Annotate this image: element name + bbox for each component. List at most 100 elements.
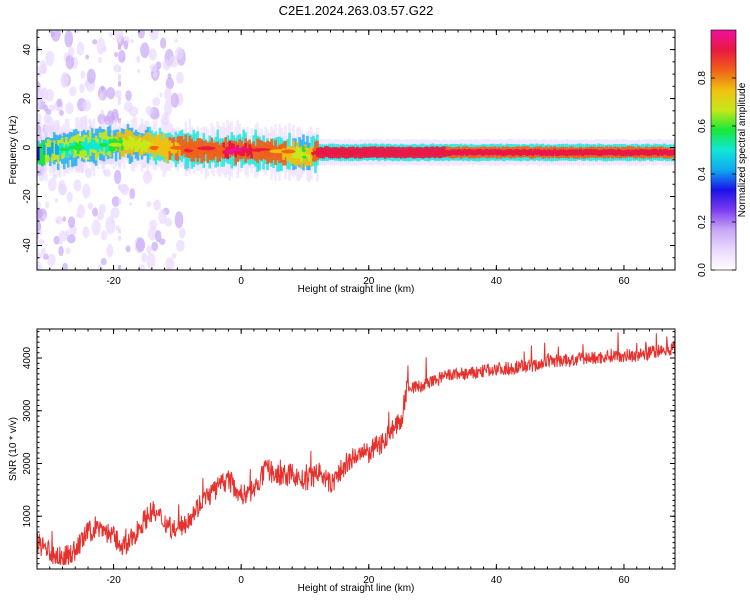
heatmap-peak-cell (281, 149, 296, 154)
heatmap-noise-cell (158, 208, 167, 225)
heatmap-band-cell (154, 139, 158, 151)
heatmap-streak-cell (118, 44, 122, 50)
heatmap-noise-cell (110, 207, 120, 219)
heatmap-band-cell (37, 146, 40, 160)
heatmap-band-cell (98, 137, 102, 149)
heatmap-noise-cell (178, 227, 186, 239)
heatmap-band-cell (72, 141, 76, 149)
y-tick-label: -40 (22, 238, 33, 253)
heatmap-noise-cell (146, 245, 152, 254)
heatmap-band-cell (240, 148, 243, 157)
heatmap-peak-cell (83, 145, 103, 150)
y-tick-label: 4000 (22, 346, 33, 369)
heatmap-noise-cell (50, 31, 56, 38)
heatmap-noise-cell (137, 30, 145, 39)
heatmap-noise-cell (106, 86, 116, 100)
heatmap-noise-cell (85, 54, 90, 60)
spectrogram-panel: -20 0 20 40 60 -40 -20 0 20 40 Height of straigh… (8, 29, 676, 295)
y-tick-label: 2000 (22, 452, 33, 475)
heatmap-noise-cell (160, 37, 167, 49)
heatmap-noise-cell (58, 230, 68, 242)
heatmap-noise-cell (37, 261, 43, 270)
heatmap-band-cell (292, 150, 295, 158)
heatmap-noise-cell (87, 202, 94, 210)
heatmap-band-cell (144, 141, 148, 153)
heatmap-band-cell (228, 140, 231, 154)
heatmap-noise-cell (114, 89, 122, 98)
heatmap-noise-cell (65, 247, 71, 255)
heatmap-band-cell (140, 142, 144, 153)
heatmap-noise-cell (170, 92, 179, 108)
heatmap-streak-cell (118, 37, 122, 43)
heatmap-noise-cell (66, 234, 76, 244)
heatmap-band-cell (42, 144, 46, 155)
heatmap-noise-cell (82, 183, 91, 199)
heatmap-noise-cell (62, 216, 67, 222)
heatmap-noise-cell (76, 204, 85, 219)
heatmap-band-cell (182, 146, 186, 154)
x-tick-label: 20 (363, 276, 375, 287)
heatmap-noise-cell (130, 39, 135, 44)
heatmap-noise-cell (65, 54, 75, 70)
heatmap-noise-cell (162, 59, 171, 71)
heatmap-noise-cell (84, 79, 89, 88)
x-tick-label: 40 (491, 575, 503, 586)
heatmap-noise-cell (58, 183, 63, 191)
heatmap-band-cell (282, 148, 285, 160)
heatmap-noise-cell (100, 109, 104, 116)
heatmap-noise-cell (164, 217, 173, 227)
heatmap-noise-cell (165, 77, 175, 90)
heatmap-noise-cell (164, 100, 173, 116)
heatmap-streak-cell (118, 81, 122, 87)
heatmap-noise-cell (146, 201, 152, 208)
spectrogram-x-axis-label: Height of straight line (km) (298, 284, 415, 295)
y-tick-label: 20 (22, 93, 33, 105)
heatmap-noise-cell (96, 37, 106, 55)
heatmap-band-cell (202, 145, 206, 157)
heatmap-band-cell (306, 149, 309, 166)
heatmap-noise-cell (176, 239, 185, 252)
heatmap-band-cell (300, 151, 303, 162)
heatmap-noise-cell (114, 30, 124, 43)
heatmap-noise-cell (141, 252, 148, 263)
snr-x-axis-label: Height of straight line (km) (298, 583, 415, 594)
heatmap-band-cell (172, 137, 176, 155)
heatmap-noise-cell (159, 92, 163, 98)
x-tick-label: 60 (618, 276, 630, 287)
heatmap-band-cell (66, 145, 70, 157)
heatmap-noise-cell (146, 252, 156, 270)
heatmap-noise-cell (113, 51, 119, 58)
heatmap-noise-cell (129, 201, 133, 206)
heatmap-streak-cell (118, 228, 122, 234)
colorbar-ticks: 0.0 0.2 0.4 0.6 0.8 (697, 71, 736, 277)
heatmap-band-cell (270, 143, 273, 156)
heatmap-band-cell (38, 143, 42, 164)
heatmap-noise-cell (45, 201, 50, 209)
heatmap-peak-cell (99, 142, 108, 147)
heatmap-noise-cell (38, 238, 45, 245)
heatmap-band-cell (90, 138, 94, 148)
colorbar-tick-label: 0.8 (697, 71, 708, 85)
heatmap-noise-cell (91, 219, 101, 236)
heatmap-noise-cell (43, 253, 49, 260)
heatmap-noise-cell (123, 40, 129, 50)
y-tick-label: 3000 (22, 399, 33, 422)
heatmap-streak-cell (118, 235, 122, 241)
heatmap-noise-cell (67, 216, 76, 228)
x-tick-label: -20 (106, 575, 121, 586)
heatmap-noise-cell (76, 41, 85, 56)
heatmap-core-trace (311, 150, 675, 156)
heatmap-peak-cell (135, 141, 154, 146)
heatmap-band-cell (238, 148, 241, 156)
heatmap-noise-cell (54, 198, 59, 203)
heatmap-band-cell (86, 143, 90, 156)
heatmap-noise-cell (176, 71, 184, 84)
heatmap-noise-cell (106, 243, 114, 258)
heatmap-peak-cell (149, 145, 160, 150)
heatmap-noise-cell (100, 258, 107, 266)
heatmap-band-cell (50, 142, 54, 154)
heatmap-noise-cell (65, 102, 74, 115)
heatmap-band-cell (208, 147, 212, 157)
heatmap-noise-cell (55, 216, 63, 225)
heatmap-band-cell (234, 147, 237, 158)
